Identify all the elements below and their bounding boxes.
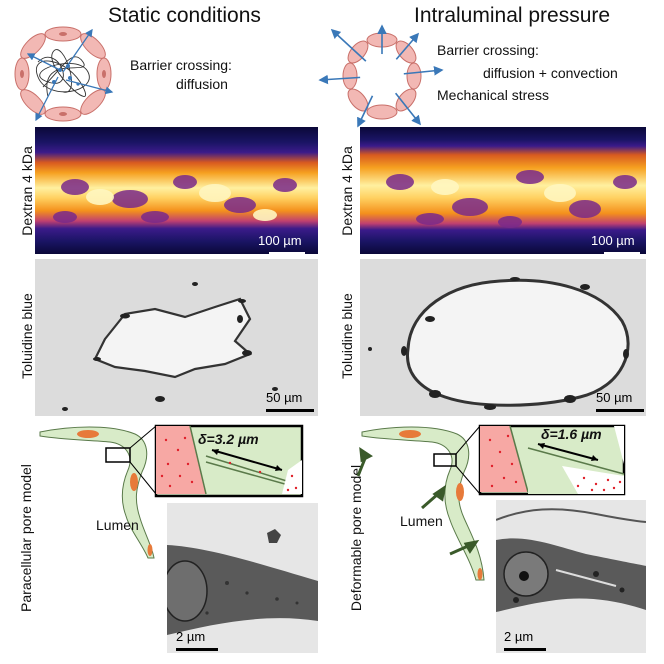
paracellular-endothelium-diagram bbox=[39, 424, 304, 559]
left-em-scale-label: 2 µm bbox=[176, 629, 206, 644]
left-dextran-image bbox=[35, 127, 318, 254]
right-dextran-scale-label: 100 µm bbox=[591, 233, 635, 248]
right-dextran-scalebar bbox=[604, 252, 640, 255]
right-dextran-image bbox=[360, 127, 646, 254]
right-em-scale-label: 2 µm bbox=[504, 629, 534, 644]
left-delta-label: δ=3.2 µm bbox=[198, 431, 259, 447]
right-dextran-label: Dextran 4 kDa bbox=[339, 146, 355, 236]
right-stress-label: Mechanical stress bbox=[437, 87, 550, 103]
left-em-image bbox=[167, 503, 318, 653]
static-vessel-diagram bbox=[14, 26, 114, 122]
right-toluidine-label: Toluidine blue bbox=[339, 293, 355, 379]
right-em-scalebar bbox=[504, 648, 546, 651]
left-dextran-scalebar bbox=[269, 252, 305, 255]
right-toluidine-scale-label: 50 µm bbox=[596, 390, 633, 405]
left-dextran-label: Dextran 4 kDa bbox=[19, 146, 35, 236]
right-toluidine-scalebar bbox=[596, 409, 644, 412]
right-toluidine-image bbox=[360, 259, 646, 416]
left-barrier-label-1: Barrier crossing: bbox=[130, 57, 232, 73]
left-toluidine-label: Toluidine blue bbox=[19, 293, 35, 379]
left-em-scalebar bbox=[176, 648, 218, 651]
right-lumen-label: Lumen bbox=[400, 513, 443, 529]
pressurized-vessel-diagram bbox=[318, 24, 444, 128]
deformable-endothelium-diagram bbox=[356, 424, 626, 581]
right-delta-label: δ=1.6 µm bbox=[541, 426, 602, 442]
right-barrier-label-1: Barrier crossing: bbox=[437, 42, 539, 58]
left-dextran-scale-label: 100 µm bbox=[258, 233, 302, 248]
right-title: Intraluminal pressure bbox=[414, 4, 611, 27]
left-toluidine-scalebar bbox=[266, 409, 314, 412]
left-barrier-label-2: diffusion bbox=[176, 76, 228, 92]
left-toluidine-image bbox=[35, 259, 318, 416]
right-barrier-label-2: diffusion + convection bbox=[483, 65, 618, 81]
left-toluidine-scale-label: 50 µm bbox=[266, 390, 303, 405]
right-em-image bbox=[496, 500, 646, 653]
left-title: Static conditions bbox=[108, 4, 261, 27]
left-lumen-label: Lumen bbox=[96, 517, 139, 533]
